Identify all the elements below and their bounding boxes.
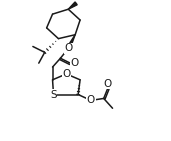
Text: O: O	[62, 69, 70, 79]
Text: O: O	[103, 79, 112, 89]
Text: O: O	[64, 43, 72, 53]
Text: O: O	[70, 58, 78, 68]
Text: S: S	[50, 90, 57, 100]
Text: O: O	[87, 95, 95, 105]
Polygon shape	[68, 2, 77, 9]
Polygon shape	[67, 35, 75, 49]
